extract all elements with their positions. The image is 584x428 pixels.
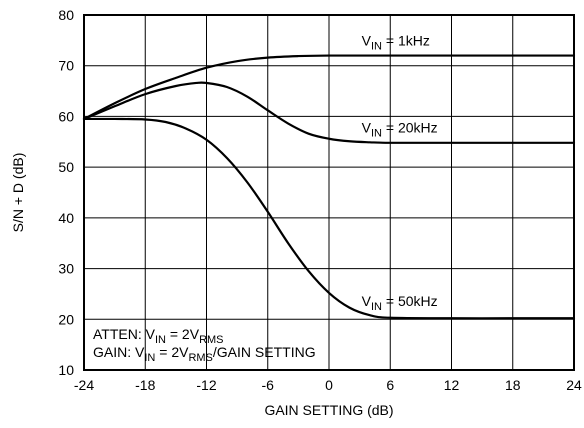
annotation-line: ATTEN: VIN = 2VRMS xyxy=(93,326,224,346)
series-label-rest: = 50kHz xyxy=(382,293,438,309)
annotation-subscript: RMS xyxy=(188,352,212,364)
annotation-text: GAIN: V xyxy=(93,344,145,360)
x-tick-label: 0 xyxy=(325,377,333,393)
series-label-sub: IN xyxy=(371,40,382,52)
x-tick-label: 12 xyxy=(444,377,460,393)
series-label-sub: IN xyxy=(371,128,382,140)
y-tick-label: 40 xyxy=(58,210,74,226)
y-tick-label: 30 xyxy=(58,261,74,277)
x-tick-label: 18 xyxy=(505,377,521,393)
y-tick-label: 60 xyxy=(58,108,74,124)
series-label-rest: = 20kHz xyxy=(382,120,438,136)
series-line xyxy=(82,117,576,320)
grid xyxy=(83,14,575,371)
x-tick-label: -18 xyxy=(135,377,155,393)
series-line xyxy=(82,54,576,121)
annotation-subscript: RMS xyxy=(199,334,223,346)
series-label: VIN = 20kHz xyxy=(362,120,438,140)
annotation-text: ATTEN: V xyxy=(93,326,156,342)
annotation-text: = 2V xyxy=(166,326,200,342)
series-label: VIN = 1kHz xyxy=(362,32,430,52)
y-tick-label: 50 xyxy=(58,159,74,175)
y-tick-label: 20 xyxy=(58,311,74,327)
series-label-main: V xyxy=(362,293,372,309)
series-label-main: V xyxy=(362,120,372,136)
x-tick-label: -24 xyxy=(74,377,94,393)
annotation-line: GAIN: VIN = 2VRMS/GAIN SETTING xyxy=(93,344,316,364)
plot-frame xyxy=(83,14,575,371)
series-group xyxy=(82,54,576,320)
x-axis-label: GAIN SETTING (dB) xyxy=(264,402,393,418)
annotation-subscript: IN xyxy=(155,334,166,346)
annotation-subscript: IN xyxy=(144,352,155,364)
series-line xyxy=(82,81,576,144)
annotation-text: /GAIN SETTING xyxy=(213,344,316,360)
series-label-sub: IN xyxy=(371,301,382,313)
y-axis-label: S/N + D (dB) xyxy=(10,153,26,233)
x-tick-label: -6 xyxy=(262,377,275,393)
y-tick-label: 80 xyxy=(58,7,74,23)
y-tick-label: 10 xyxy=(58,362,74,378)
series-label: VIN = 50kHz xyxy=(362,293,438,313)
tick-labels: -24 -18 -12 -6 0 6 12 18 24 10 20 30 40 50 60 70 80 xyxy=(58,7,582,393)
y-tick-label: 70 xyxy=(58,58,74,74)
series-label-main: V xyxy=(362,32,372,48)
series-label-rest: = 1kHz xyxy=(382,32,430,48)
x-tick-label: -12 xyxy=(196,377,216,393)
x-tick-label: 6 xyxy=(386,377,394,393)
x-tick-label: 24 xyxy=(566,377,582,393)
annotation-text: = 2V xyxy=(155,344,189,360)
